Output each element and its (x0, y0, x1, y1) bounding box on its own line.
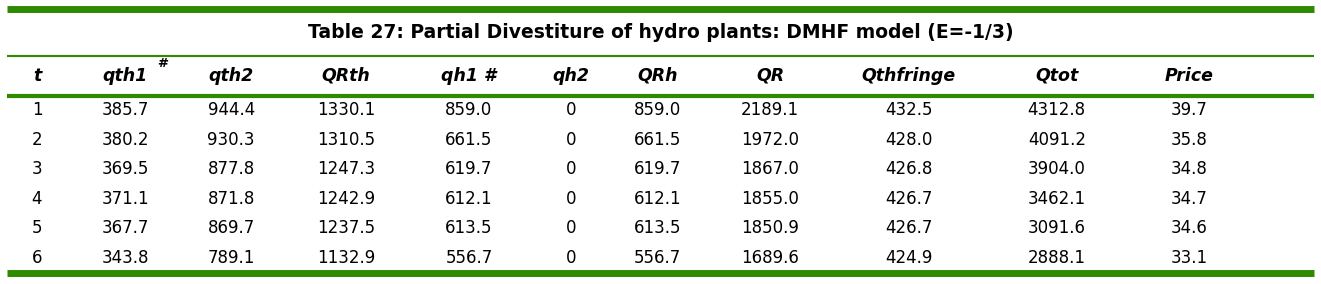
Text: 0: 0 (565, 131, 576, 149)
Text: 385.7: 385.7 (102, 101, 149, 120)
Text: 859.0: 859.0 (445, 101, 493, 120)
Text: 34.8: 34.8 (1170, 160, 1207, 178)
Text: Qtot: Qtot (1036, 67, 1078, 85)
Text: 3904.0: 3904.0 (1028, 160, 1086, 178)
Text: 426.7: 426.7 (885, 190, 933, 208)
Text: 1132.9: 1132.9 (317, 249, 375, 267)
Text: 369.5: 369.5 (102, 160, 149, 178)
Text: 1867.0: 1867.0 (741, 160, 799, 178)
Text: 877.8: 877.8 (207, 160, 255, 178)
Text: QRh: QRh (638, 67, 678, 85)
Text: 367.7: 367.7 (102, 220, 149, 237)
Text: 556.7: 556.7 (634, 249, 682, 267)
Text: 1310.5: 1310.5 (317, 131, 375, 149)
Text: Table 27: Partial Divestiture of hydro plants: DMHF model (E=-1/3): Table 27: Partial Divestiture of hydro p… (308, 23, 1013, 42)
Text: 432.5: 432.5 (885, 101, 933, 120)
Text: #: # (157, 57, 168, 70)
Text: 380.2: 380.2 (102, 131, 149, 149)
Text: 0: 0 (565, 101, 576, 120)
Text: 34.7: 34.7 (1170, 190, 1207, 208)
Text: 661.5: 661.5 (634, 131, 682, 149)
Text: 4312.8: 4312.8 (1028, 101, 1086, 120)
Text: 859.0: 859.0 (634, 101, 682, 120)
Text: 1247.3: 1247.3 (317, 160, 375, 178)
Text: 426.8: 426.8 (885, 160, 933, 178)
Text: 1: 1 (32, 101, 42, 120)
Text: QRth: QRth (322, 67, 370, 85)
Text: 5: 5 (32, 220, 42, 237)
Text: 619.7: 619.7 (445, 160, 493, 178)
Text: 4091.2: 4091.2 (1028, 131, 1086, 149)
Text: 424.9: 424.9 (885, 249, 933, 267)
Text: 613.5: 613.5 (445, 220, 493, 237)
Text: qh2: qh2 (552, 67, 589, 85)
Text: 612.1: 612.1 (634, 190, 682, 208)
Text: 944.4: 944.4 (207, 101, 255, 120)
Text: 39.7: 39.7 (1170, 101, 1207, 120)
Text: 1237.5: 1237.5 (317, 220, 375, 237)
Text: 869.7: 869.7 (207, 220, 255, 237)
Text: 343.8: 343.8 (102, 249, 149, 267)
Text: Price: Price (1165, 67, 1213, 85)
Text: qth2: qth2 (209, 67, 254, 85)
Text: 0: 0 (565, 220, 576, 237)
Text: t: t (33, 67, 41, 85)
Text: 661.5: 661.5 (445, 131, 493, 149)
Text: Qthfringe: Qthfringe (861, 67, 956, 85)
Text: 371.1: 371.1 (102, 190, 149, 208)
Text: 1850.9: 1850.9 (741, 220, 799, 237)
Text: 3462.1: 3462.1 (1028, 190, 1086, 208)
Text: 33.1: 33.1 (1170, 249, 1207, 267)
Text: 426.7: 426.7 (885, 220, 933, 237)
Text: 1855.0: 1855.0 (741, 190, 799, 208)
Text: 0: 0 (565, 190, 576, 208)
Text: 789.1: 789.1 (207, 249, 255, 267)
Text: qth1: qth1 (103, 67, 148, 85)
Text: 3: 3 (32, 160, 42, 178)
Text: 2888.1: 2888.1 (1028, 249, 1086, 267)
Text: 556.7: 556.7 (445, 249, 493, 267)
Text: 3091.6: 3091.6 (1028, 220, 1086, 237)
Text: 6: 6 (32, 249, 42, 267)
Text: 619.7: 619.7 (634, 160, 682, 178)
Text: 0: 0 (565, 249, 576, 267)
Text: 2: 2 (32, 131, 42, 149)
Text: 35.8: 35.8 (1170, 131, 1207, 149)
Text: 1242.9: 1242.9 (317, 190, 375, 208)
Text: 930.3: 930.3 (207, 131, 255, 149)
Text: 34.6: 34.6 (1170, 220, 1207, 237)
Text: 1972.0: 1972.0 (741, 131, 799, 149)
Text: 2189.1: 2189.1 (741, 101, 799, 120)
Text: QR: QR (756, 67, 785, 85)
Text: 1689.6: 1689.6 (741, 249, 799, 267)
Text: 871.8: 871.8 (207, 190, 255, 208)
Text: 428.0: 428.0 (885, 131, 933, 149)
Text: 1330.1: 1330.1 (317, 101, 375, 120)
Text: qh1 #: qh1 # (441, 67, 497, 85)
Text: 612.1: 612.1 (445, 190, 493, 208)
Text: 4: 4 (32, 190, 42, 208)
Text: 0: 0 (565, 160, 576, 178)
Text: 613.5: 613.5 (634, 220, 682, 237)
